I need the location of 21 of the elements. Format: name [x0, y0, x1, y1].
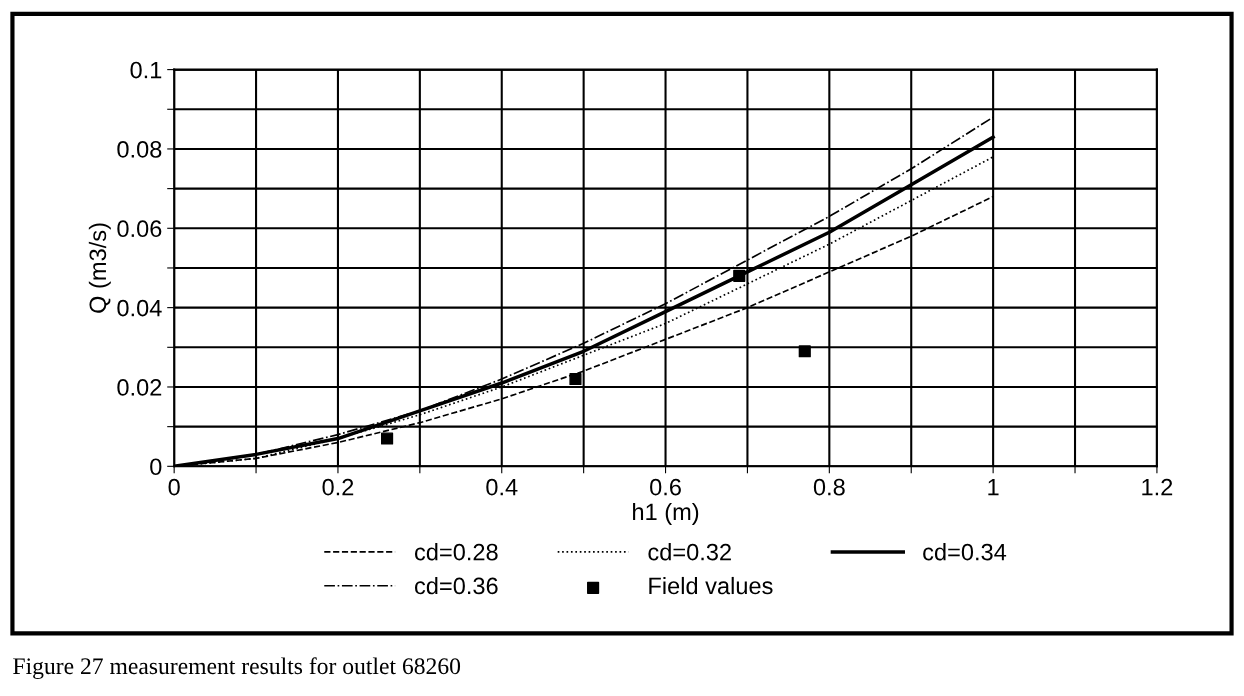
y-tick-label: 0: [150, 458, 162, 476]
x-axis-title: h1 (m): [633, 502, 699, 525]
y-tick-label: 0.02: [117, 379, 162, 396]
x-tick-label: 1: [988, 478, 999, 496]
y-tick-label: 0.04: [117, 299, 162, 317]
x-tick-label: 0.2: [322, 478, 354, 496]
x-tick-label: 1.2: [1142, 478, 1173, 496]
legend-label: cd=0.36: [414, 576, 498, 595]
caption: Figure 27 measurement results for outlet 68260: [13, 657, 461, 680]
legend-label: cd=0.28: [414, 543, 498, 561]
legend-label: cd=0.32: [648, 543, 731, 561]
legend-label: Field values: [649, 576, 773, 595]
legend-label: cd=0.34: [923, 543, 1007, 561]
x-tick-label: 0: [168, 478, 180, 496]
y-tick-label: 0.06: [117, 220, 162, 238]
y-tick-label: 0.1: [130, 61, 162, 79]
y-axis-title: Q (m3/s): [88, 223, 111, 313]
x-tick-label: 0.4: [486, 478, 518, 496]
y-tick-label: 0.08: [117, 141, 162, 158]
x-tick-label: 0.8: [813, 478, 845, 496]
x-tick-label: 0.6: [650, 478, 681, 496]
